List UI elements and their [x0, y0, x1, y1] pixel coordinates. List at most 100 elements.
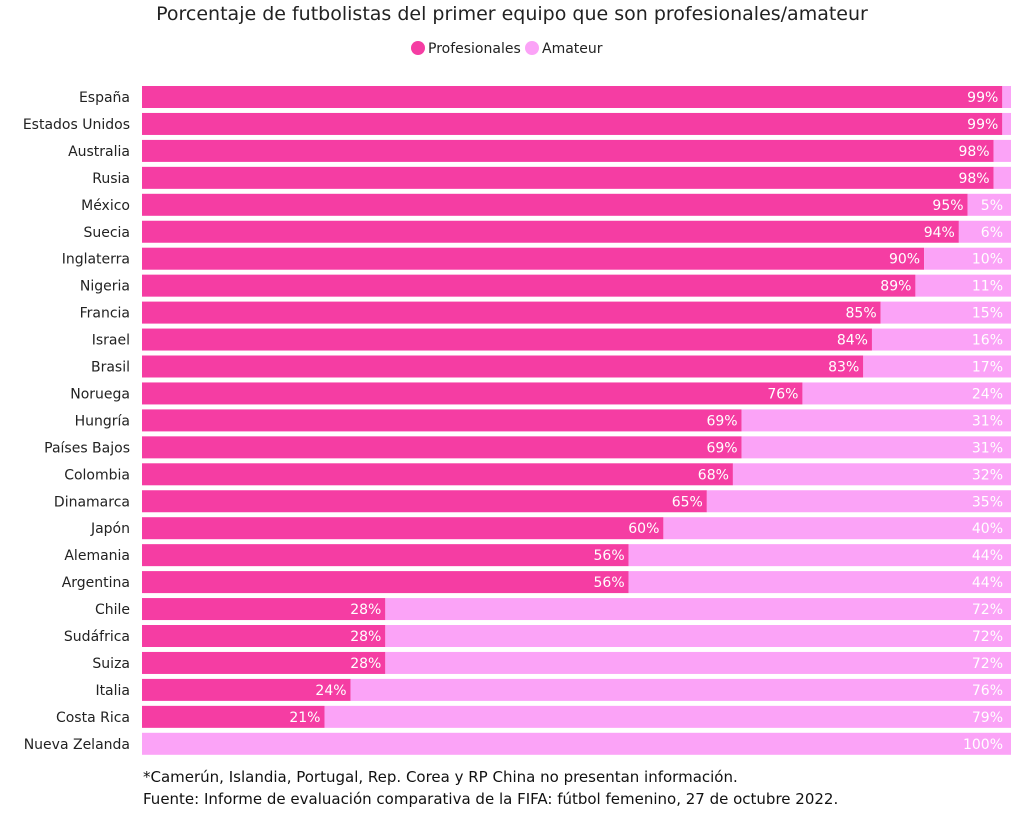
bar-profesionales	[142, 436, 742, 459]
value-label-profesionales: 95%	[932, 198, 963, 214]
bar-amateur	[663, 517, 1011, 540]
value-label-profesionales: 28%	[350, 602, 381, 618]
value-label-amateur: 79%	[972, 710, 1003, 726]
value-label-profesionales: 99%	[967, 90, 998, 106]
category-label: Suiza	[92, 656, 130, 672]
bar-profesionales	[142, 166, 994, 189]
value-label-amateur: 40%	[972, 521, 1003, 537]
bar-profesionales	[142, 274, 916, 297]
value-label-profesionales: 65%	[672, 494, 703, 510]
footnote-source: Fuente: Informe de evaluación comparativ…	[143, 790, 839, 808]
value-label-amateur: 72%	[972, 656, 1003, 672]
bar-profesionales	[142, 678, 351, 701]
value-label-amateur: 11%	[972, 279, 1003, 295]
bars-group	[142, 86, 1011, 755]
category-label: Costa Rica	[56, 710, 130, 726]
value-label-profesionales: 21%	[289, 710, 320, 726]
bar-amateur	[863, 355, 1011, 378]
bar-profesionales	[142, 463, 733, 486]
value-label-profesionales: 98%	[958, 171, 989, 187]
bar-profesionales	[142, 544, 629, 567]
chart-legend: Profesionales Amateur	[411, 41, 603, 57]
bar-amateur	[142, 732, 1011, 755]
bar-profesionales	[142, 355, 864, 378]
value-label-profesionales: 28%	[350, 629, 381, 645]
bar-amateur	[385, 598, 1011, 621]
bar-amateur	[732, 463, 1011, 486]
value-label-amateur: 44%	[972, 575, 1003, 591]
category-label: México	[81, 198, 130, 214]
bar-amateur	[628, 544, 1011, 567]
value-label-profesionales: 69%	[706, 413, 737, 429]
bar-profesionales	[142, 220, 959, 243]
value-label-amateur: 6%	[981, 225, 1003, 241]
category-labels: España Estados Unidos Australia Rusia México…	[23, 90, 130, 753]
category-label: Países Bajos	[44, 440, 130, 456]
bar-amateur	[802, 382, 1011, 405]
category-label: Colombia	[64, 467, 130, 483]
value-label-profesionales: 69%	[706, 440, 737, 456]
legend-label-profesionales: Profesionales	[428, 41, 521, 57]
category-label: Noruega	[70, 386, 130, 402]
category-label: Chile	[95, 602, 130, 618]
bar-amateur	[741, 409, 1011, 432]
category-label: Sudáfrica	[64, 629, 130, 645]
value-label-amateur: 16%	[972, 333, 1003, 349]
chart-title: Porcentaje de futbolistas del primer equ…	[156, 3, 868, 25]
bar-amateur	[967, 193, 1011, 216]
category-label: Australia	[68, 144, 130, 160]
value-label-profesionales: 68%	[698, 467, 729, 483]
category-label: Rusia	[92, 171, 130, 187]
bar-amateur	[880, 301, 1011, 324]
value-label-amateur: 72%	[972, 629, 1003, 645]
value-label-profesionales: 24%	[315, 683, 346, 699]
value-label-amateur: 76%	[972, 683, 1003, 699]
value-label-profesionales: 99%	[967, 117, 998, 133]
bar-amateur	[1002, 112, 1011, 135]
value-label-amateur: 15%	[972, 306, 1003, 322]
category-label: Israel	[92, 333, 130, 349]
value-label-profesionales: 90%	[889, 252, 920, 268]
category-label: Dinamarca	[54, 494, 130, 510]
category-label: Italia	[95, 683, 130, 699]
value-label-amateur: 10%	[972, 252, 1003, 268]
category-label: Estados Unidos	[23, 117, 130, 133]
bar-profesionales	[142, 409, 742, 432]
category-label: Suecia	[83, 225, 130, 241]
bar-profesionales	[142, 598, 386, 621]
bar-amateur	[706, 490, 1011, 513]
bar-profesionales	[142, 301, 881, 324]
category-label: Nigeria	[80, 279, 130, 295]
value-label-amateur: 100%	[963, 737, 1003, 753]
bar-amateur	[741, 436, 1011, 459]
legend-marker-amateur	[525, 41, 539, 55]
value-label-amateur: 31%	[972, 440, 1003, 456]
value-label-amateur: 17%	[972, 360, 1003, 376]
bar-profesionales	[142, 112, 1003, 135]
bar-amateur	[350, 678, 1011, 701]
bar-amateur	[993, 139, 1011, 162]
category-label: Japón	[90, 521, 130, 537]
category-label: Alemania	[64, 548, 130, 564]
bar-profesionales	[142, 571, 629, 594]
value-labels: 99% 99% 98% 98% 95% 5% 94% 6% 90% 10% 89% 11% 85% 15%…	[289, 90, 1003, 753]
value-label-profesionales: 98%	[958, 144, 989, 160]
value-label-profesionales: 60%	[628, 521, 659, 537]
bar-amateur	[958, 220, 1011, 243]
bar-profesionales	[142, 490, 707, 513]
value-label-amateur: 24%	[972, 386, 1003, 402]
bar-profesionales	[142, 193, 968, 216]
value-label-amateur: 5%	[981, 198, 1003, 214]
value-label-profesionales: 83%	[828, 360, 859, 376]
category-label: Nueva Zelanda	[24, 737, 130, 753]
value-label-profesionales: 56%	[594, 575, 625, 591]
footnote-missing-data: *Camerún, Islandia, Portugal, Rep. Corea…	[143, 768, 738, 786]
bar-amateur	[915, 274, 1011, 297]
value-label-profesionales: 89%	[880, 279, 911, 295]
bar-profesionales	[142, 139, 994, 162]
bar-profesionales	[142, 382, 803, 405]
value-label-amateur: 32%	[972, 467, 1003, 483]
value-label-profesionales: 28%	[350, 656, 381, 672]
value-label-profesionales: 94%	[924, 225, 955, 241]
